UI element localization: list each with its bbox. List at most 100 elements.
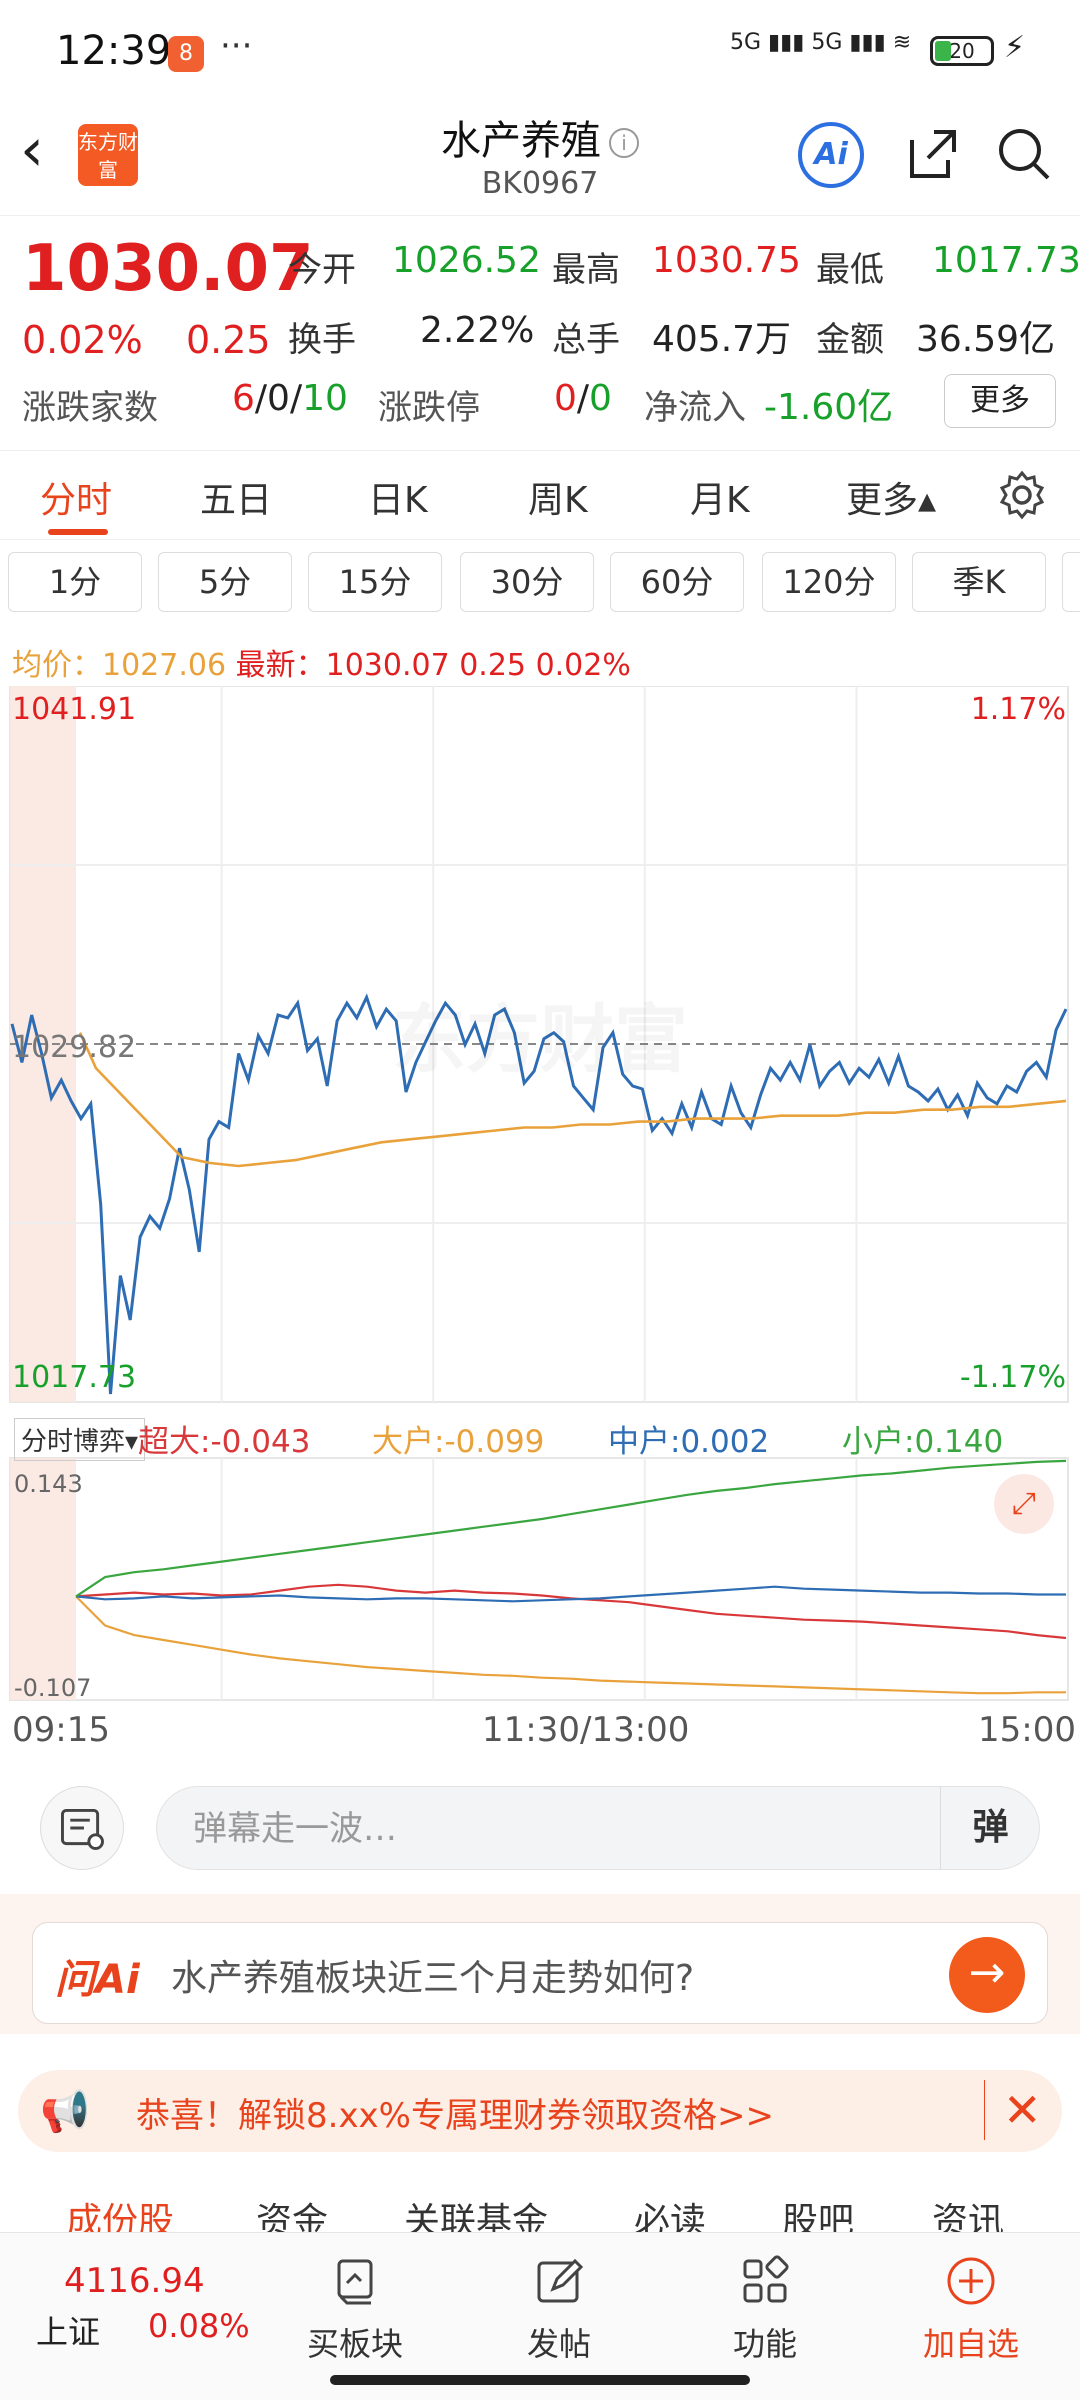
header: ‹ 东方财富 水产养殖 i BK0967 Ai — [0, 100, 1080, 216]
search-icon[interactable] — [996, 126, 1052, 182]
tab-news[interactable]: 资讯 — [932, 2201, 1005, 2234]
avg-label: 均价： — [12, 648, 102, 683]
charging-icon: ⚡ — [1004, 30, 1026, 65]
flow-line-medium — [75, 1585, 1066, 1603]
change-value: 0.25 — [186, 318, 271, 362]
y-min-label: 1017.73 — [12, 1360, 137, 1395]
latest-change: 0.25 — [459, 648, 527, 683]
interval-60min[interactable]: 60分 — [610, 552, 744, 612]
ai-question-card[interactable]: 问Ai 水产养殖板块近三个月走势如何? → — [32, 1922, 1048, 2024]
share-icon[interactable] — [904, 126, 960, 182]
tab-daily-k[interactable]: 日K — [368, 480, 428, 521]
add-circle-icon — [947, 2257, 995, 2305]
amount-label: 金额 — [816, 320, 884, 360]
tab-must-read[interactable]: 必读 — [634, 2201, 707, 2234]
tab-more[interactable]: 更多▴ — [846, 480, 937, 521]
interval-quarter-k[interactable]: 季K — [912, 552, 1046, 612]
promo-banner[interactable]: 📢 恭喜！解锁8.xx%专属理财券领取资格>> ✕ — [18, 2070, 1062, 2152]
interval-120min[interactable]: 120分 — [762, 552, 896, 612]
volume-label: 总手 — [552, 320, 620, 360]
limit-label: 涨跌停 — [378, 388, 480, 428]
pct-min-label: -1.17% — [959, 1360, 1066, 1395]
chart-canvas — [9, 685, 1069, 1701]
grid-icon — [743, 2255, 789, 2303]
danmaku-toggle-button[interactable]: 弹 — [940, 1786, 1040, 1870]
gear-icon[interactable] — [996, 469, 1048, 521]
period-tabs: 分时 五日 日K 周K 月K 更多▴ — [0, 450, 1080, 540]
interval-15min[interactable]: 15分 — [308, 552, 442, 612]
index-name[interactable]: 上证 — [36, 2313, 101, 2351]
arrow-right-icon[interactable]: → — [949, 1937, 1025, 2013]
expand-icon[interactable]: ⤢ — [994, 1474, 1054, 1534]
battery-level: 20 — [949, 39, 975, 63]
tab-related-funds[interactable]: 关联基金 — [404, 2201, 549, 2234]
danmaku-input[interactable]: 弹幕走一波… — [156, 1786, 1040, 1870]
add-watchlist-button[interactable]: 加自选 — [906, 2253, 1036, 2365]
add-watchlist-label: 加自选 — [922, 2325, 1019, 2363]
high-label: 最高 — [552, 250, 620, 290]
intraday-chart[interactable] — [0, 685, 1080, 1756]
amount-value: 36.59亿 — [916, 319, 1056, 360]
latest-label: 最新： — [235, 648, 326, 683]
ai-button[interactable]: Ai — [798, 122, 864, 188]
danmaku-bar: 弹幕走一波… 弹 — [0, 1780, 1080, 1890]
more-notifications-icon: ··· — [220, 26, 253, 66]
tab-forum[interactable]: 股吧 — [782, 2201, 855, 2234]
ai-question-section: 问Ai 水产养殖板块近三个月走势如何? → — [0, 1894, 1080, 2034]
money-flow-legend: 分时博弈▾ 超大:-0.043 大户:-0.099 中户:0.002 小户:0.… — [0, 1410, 1080, 1461]
pct-max-label: 1.17% — [970, 692, 1066, 727]
updown-count-label: 涨跌家数 — [22, 388, 158, 428]
interval-1min[interactable]: 1分 — [8, 552, 142, 612]
back-icon[interactable]: ‹ — [20, 115, 44, 185]
quote-panel: 1030.07 0.02% 0.25 今开 1026.52 最高 1030.75… — [0, 218, 1080, 448]
post-button[interactable]: 发帖 — [494, 2253, 624, 2365]
app-notification-icon: 8 — [168, 36, 204, 72]
time-label-close: 15:00 — [978, 1710, 1076, 1750]
time-label-open: 09:15 — [12, 1710, 110, 1750]
functions-label: 功能 — [732, 2325, 797, 2363]
megaphone-icon: 📢 — [40, 2089, 90, 2135]
interval-30min[interactable]: 30分 — [460, 552, 594, 612]
quote-more-button[interactable]: 更多 — [944, 374, 1056, 428]
time-label-midday: 11:30/13:00 — [482, 1710, 690, 1750]
ai-question-text[interactable]: 水产养殖板块近三个月走势如何? — [171, 1958, 695, 1999]
turnover-value: 2.22% — [420, 310, 535, 351]
index-value[interactable]: 4116.94 — [64, 2261, 205, 2301]
flow-type-selector[interactable]: 分时博弈▾ — [14, 1418, 146, 1461]
close-icon[interactable]: ✕ — [984, 2080, 1042, 2140]
detail-tabs: 成份股 资金 关联基金 必读 股吧 资讯 — [0, 2174, 1080, 2234]
legend-small: 小户:0.140 — [842, 1424, 1004, 1460]
danmaku-settings-icon[interactable] — [40, 1786, 124, 1870]
flow-y-min-label: -0.107 — [14, 1674, 92, 1702]
netflow-label: 净流入 — [644, 388, 746, 428]
page-title: 水产养殖 i — [0, 108, 1080, 166]
tab-intraday[interactable]: 分时 — [40, 480, 113, 521]
info-icon[interactable]: i — [609, 128, 639, 158]
low-label: 最低 — [816, 250, 884, 290]
tab-constituents[interactable]: 成份股 — [66, 2201, 175, 2234]
limit-down-count: 0 — [589, 378, 612, 419]
flow-y-max-label: 0.143 — [14, 1470, 83, 1498]
interval-overflow[interactable] — [1062, 552, 1080, 612]
legend-large: 大户:-0.099 — [372, 1424, 545, 1460]
flow-line-large — [75, 1595, 1066, 1695]
functions-button[interactable]: 功能 — [700, 2253, 830, 2365]
app-logo: 东方财富 — [78, 124, 138, 186]
home-indicator — [330, 2375, 750, 2385]
index-pct[interactable]: 0.08% — [148, 2307, 250, 2345]
turnover-label: 换手 — [288, 320, 356, 360]
updown-count: 6/0/10 — [232, 378, 348, 419]
status-time: 12:39 — [56, 28, 172, 74]
down-count: 10 — [302, 378, 348, 419]
promo-text[interactable]: 恭喜！解锁8.xx%专属理财券领取资格>> — [136, 2096, 774, 2136]
tab-funds-flow[interactable]: 资金 — [256, 2201, 329, 2234]
volume-value: 405.7万 — [652, 319, 792, 360]
average-price-line — [78, 1032, 1067, 1168]
low-value: 1017.73 — [932, 240, 1080, 281]
tab-weekly-k[interactable]: 周K — [528, 480, 588, 521]
tab-five-day[interactable]: 五日 — [200, 480, 273, 521]
buy-sector-button[interactable]: 买板块 — [290, 2253, 420, 2365]
interval-5min[interactable]: 5分 — [158, 552, 292, 612]
tab-monthly-k[interactable]: 月K — [690, 480, 750, 521]
legend-super-large: 超大:-0.043 — [138, 1424, 311, 1460]
